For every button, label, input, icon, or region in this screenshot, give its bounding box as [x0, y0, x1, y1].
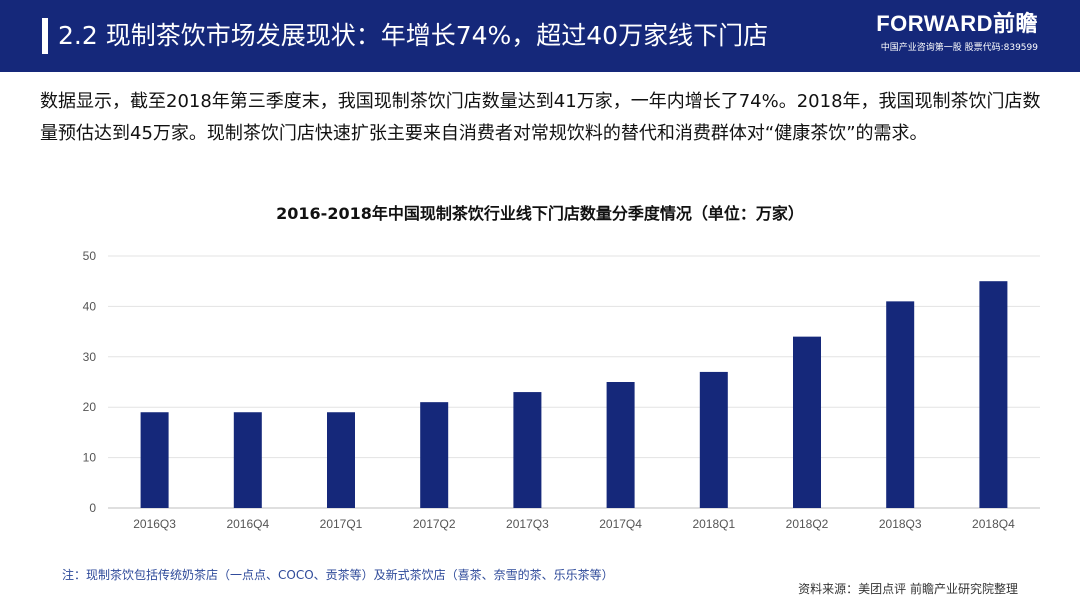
bar-2017q1 [327, 412, 355, 508]
x-tick-label: 2018Q3 [879, 517, 922, 531]
x-tick-label: 2016Q4 [226, 517, 269, 531]
footnote: 注：现制茶饮包括传统奶茶店（一点点、COCO、贡茶等）及新式茶饮店（喜茶、奈雪的… [62, 568, 614, 582]
y-tick-label: 50 [83, 249, 97, 263]
y-tick-label: 10 [83, 451, 97, 465]
brand-subtitle: 中国产业咨询第一股 股票代码:839599 [880, 43, 1038, 53]
x-tick-label: 2018Q4 [972, 517, 1015, 531]
x-tick-label: 2017Q4 [599, 517, 642, 531]
intro-paragraph: 数据显示，截至2018年第三季度末，我国现制茶饮门店数量达到41万家，一年内增长… [40, 91, 1041, 144]
bar-2018q3 [886, 301, 915, 508]
x-tick-label: 2017Q1 [320, 517, 363, 531]
y-tick-label: 0 [89, 501, 96, 515]
y-tick-label: 30 [83, 350, 97, 364]
bar-2018q4 [979, 281, 1008, 508]
chart-title: 2016-2018年中国现制茶饮行业线下门店数量分季度情况（单位：万家） [276, 204, 804, 223]
source-note: 资料来源：美团点评 前瞻产业研究院整理 [798, 582, 1018, 596]
brand-logo: FORWARD前瞻 中国产业咨询第一股 股票代码:839599 [868, 10, 1038, 54]
x-tick-label: 2018Q1 [692, 517, 735, 531]
bar-2017q4 [606, 382, 635, 508]
page-title: 2.2 现制茶饮市场发展现状：年增长74%，超过40万家线下门店 [58, 21, 769, 50]
y-tick-label: 20 [83, 400, 97, 414]
x-tick-label: 2017Q3 [506, 517, 549, 531]
bar-2016q4 [233, 412, 262, 508]
bar-2018q2 [793, 336, 821, 508]
header-banner: 2.2 现制茶饮市场发展现状：年增长74%，超过40万家线下门店 FORWARD… [0, 0, 1080, 72]
bar-2016q3 [140, 412, 169, 508]
x-tick-label: 2018Q2 [786, 517, 829, 531]
bar-2018q1 [699, 371, 728, 508]
x-tick-label: 2017Q2 [413, 517, 456, 531]
brand-name: FORWARD前瞻 [876, 11, 1038, 36]
x-tick-label: 2016Q3 [133, 517, 176, 531]
y-tick-label: 40 [83, 299, 97, 313]
title-accent-bar [42, 18, 48, 54]
bar-2017q3 [513, 392, 542, 508]
bar-2017q2 [420, 402, 449, 508]
